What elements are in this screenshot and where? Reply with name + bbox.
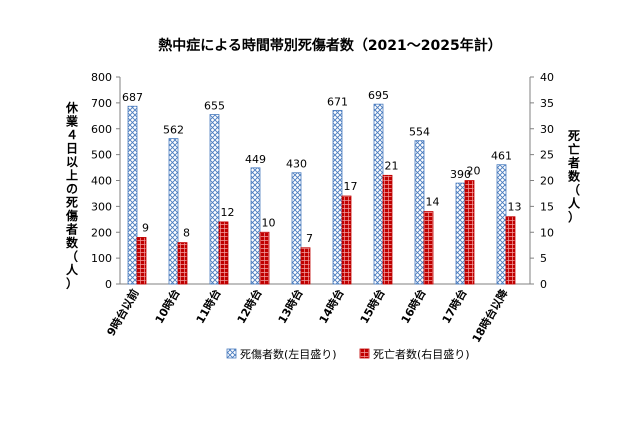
x-tick-label: 11時台	[193, 287, 224, 326]
bar-injured-7	[414, 140, 425, 285]
bar-injured-3	[250, 167, 261, 285]
y-tick-label: 300	[91, 200, 112, 213]
x-tick-label: 16時台	[398, 287, 429, 326]
bar-deaths-5	[341, 195, 352, 285]
bar-injured-4	[291, 172, 302, 285]
bar-injured-2	[209, 114, 220, 285]
x-tick-label: 13時台	[275, 287, 306, 326]
x-tick-label: 10時台	[152, 287, 183, 326]
data-label-deaths: 14	[426, 196, 440, 209]
data-label-deaths: 21	[385, 159, 399, 172]
data-label-injured: 430	[286, 158, 307, 171]
legend-swatch-injured	[226, 348, 237, 359]
chart-title: 熱中症による時間帯別死傷者数（2021～2025年計）	[158, 37, 502, 54]
y-tick-label: 500	[91, 149, 112, 162]
data-label-injured: 655	[204, 100, 225, 113]
data-label-injured: 554	[409, 126, 430, 139]
data-label-deaths: 17	[344, 180, 358, 193]
y-tick-label: 0	[105, 278, 112, 291]
bar-deaths-8	[464, 180, 475, 285]
bar-injured-6	[373, 103, 384, 285]
x-tick-label: 15時台	[357, 287, 388, 326]
bar-deaths-7	[423, 211, 434, 285]
bar-deaths-0	[136, 237, 147, 285]
data-label-deaths: 12	[221, 206, 235, 219]
data-label-deaths: 10	[262, 216, 276, 229]
data-label-injured: 695	[368, 89, 389, 102]
y2-tick-label: 40	[540, 71, 554, 84]
bar-deaths-6	[382, 174, 393, 285]
y-tick-label: 200	[91, 226, 112, 239]
data-label-injured: 671	[327, 95, 348, 108]
data-label-deaths: 7	[306, 232, 313, 245]
legend-swatch-deaths	[359, 348, 370, 359]
bar-injured-8	[455, 182, 466, 285]
x-tick-label: 17時台	[439, 287, 470, 326]
y-tick-label: 600	[91, 123, 112, 136]
bar-injured-9	[496, 164, 507, 285]
bar-deaths-3	[259, 231, 270, 285]
y-tick-label: 700	[91, 97, 112, 110]
bar-deaths-1	[177, 242, 188, 285]
y2-tick-label: 20	[540, 175, 554, 188]
y-tick-label: 400	[91, 175, 112, 188]
data-label-injured: 449	[245, 153, 266, 166]
y2-tick-label: 5	[540, 252, 547, 265]
legend-label-deaths: 死亡者数(右目盛り)	[373, 347, 470, 361]
data-label-deaths: 20	[467, 165, 481, 178]
y-axis-title: 休業４日以上の死傷者数（人）	[65, 100, 79, 291]
bar-injured-1	[168, 138, 179, 285]
data-label-deaths: 8	[183, 227, 190, 240]
y2-tick-label: 0	[540, 278, 547, 291]
data-label-deaths: 9	[142, 221, 149, 234]
data-label-injured: 390	[450, 168, 471, 181]
x-tick-label: 14時台	[316, 287, 347, 326]
bar-deaths-9	[505, 216, 516, 285]
x-tick-label: 12時台	[234, 287, 265, 326]
bar-injured-0	[127, 105, 138, 285]
data-label-injured: 562	[163, 124, 184, 137]
y2-tick-label: 15	[540, 200, 554, 213]
y2-tick-label: 25	[540, 149, 554, 162]
bar-deaths-2	[218, 221, 229, 285]
x-tick-label: 9時台以前	[104, 287, 142, 339]
x-tick-label: 18時台以降	[469, 286, 511, 345]
legend-label-injured: 死傷者数(左目盛り)	[240, 347, 337, 361]
data-label-injured: 461	[491, 150, 512, 163]
y-tick-label: 100	[91, 252, 112, 265]
y-tick-label: 800	[91, 71, 112, 84]
y2-tick-label: 10	[540, 226, 554, 239]
y2-axis-title: 死亡者数（人）	[567, 129, 581, 224]
bar-injured-5	[332, 109, 343, 285]
data-label-injured: 687	[122, 91, 143, 104]
data-label-deaths: 13	[508, 201, 522, 214]
y2-tick-label: 30	[540, 123, 554, 136]
y2-tick-label: 35	[540, 97, 554, 110]
bar-deaths-4	[300, 247, 311, 285]
